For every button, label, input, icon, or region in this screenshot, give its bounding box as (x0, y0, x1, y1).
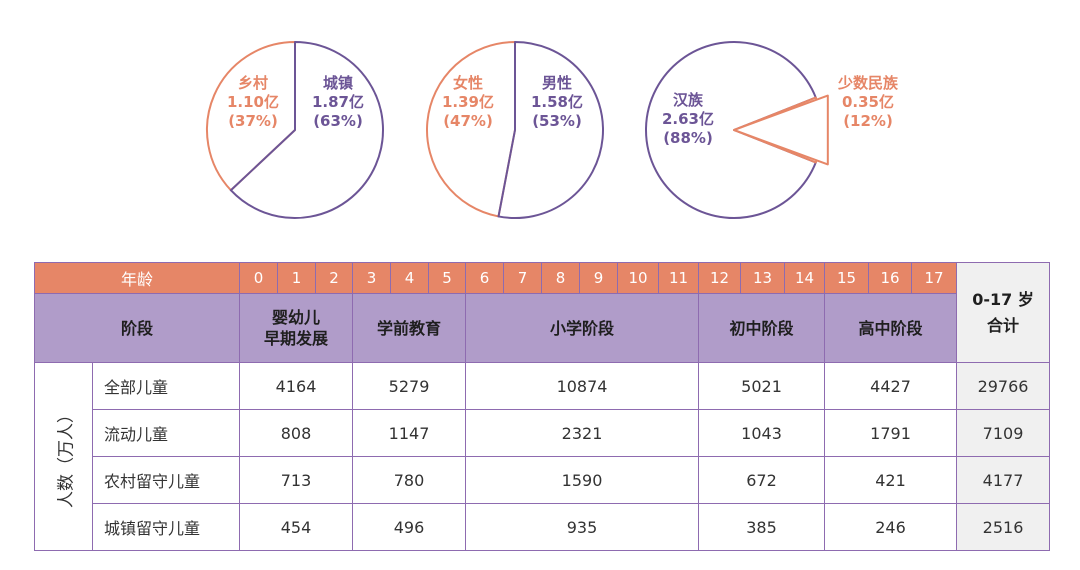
data-cell: 454 (239, 503, 354, 551)
pie-charts: 乡村 1.10亿(37%)城镇 1.87亿(63%)女性 1.39亿(47%)男性 1.… (206, 41, 899, 219)
data-cell: 10874 (465, 362, 700, 410)
pie-slice (497, 41, 604, 219)
age-cell: 11 (658, 262, 700, 294)
stage-label: 阶段 (33, 293, 241, 363)
total-header-text: 0-17 岁 合计 (972, 289, 1034, 335)
data-cell: 935 (465, 503, 700, 551)
row-label: 城镇留守儿童 (91, 503, 241, 551)
slice-label-line: 2.63亿 (662, 110, 714, 128)
slice-label-line: (12%) (843, 112, 893, 130)
stage-cell: 学前教育 (352, 293, 467, 363)
data-cell: 4164 (239, 362, 354, 410)
total-column-header: 0-17 岁 合计 (956, 262, 1051, 363)
slice-label-line: 女性 (453, 74, 483, 92)
table-row: 流动儿童 808 1147 2321 1043 1791 7109 (35, 409, 1051, 457)
age-cell: 2 (315, 262, 354, 294)
age-cell: 8 (541, 262, 581, 294)
slice-label: 少数民族 0.35亿(12%) (837, 74, 899, 130)
data-cell: 1043 (698, 409, 826, 457)
slice-label: 汉族 2.63亿(88%) (662, 91, 714, 147)
data-cell: 5021 (698, 362, 826, 410)
data-cell: 246 (824, 503, 958, 551)
data-cell: 1791 (824, 409, 958, 457)
stage-cell: 婴幼儿 早期发展 (239, 293, 354, 363)
data-cell: 1590 (465, 456, 700, 504)
age-cell: 12 (698, 262, 742, 294)
pie-slice (733, 94, 829, 166)
slice-label-line: (53%) (532, 112, 582, 130)
data-cell: 780 (352, 456, 467, 504)
table-row: 城镇留守儿童 454 496 935 385 246 2516 (35, 503, 1051, 551)
data-cell: 496 (352, 503, 467, 551)
stage-cell: 小学阶段 (465, 293, 700, 363)
data-cell: 713 (239, 456, 354, 504)
age-cell: 4 (390, 262, 430, 294)
table-row: 人数（万人） 全部儿童 4164 5279 10874 5021 4427 29… (34, 362, 1051, 551)
total-cell: 4177 (956, 456, 1051, 504)
data-cell: 4427 (824, 362, 958, 410)
slice-label-line: (63%) (313, 112, 363, 130)
slice-label: 乡村 1.10亿(37%) (227, 74, 279, 130)
slice-label-line: (88%) (663, 129, 713, 147)
age-cell: 14 (784, 262, 826, 294)
age-cell: 7 (503, 262, 543, 294)
table-row: 农村留守儿童 713 780 1590 672 421 4177 (35, 456, 1051, 504)
total-cell: 7109 (956, 409, 1051, 457)
pie-chart: 乡村 1.10亿(37%) 城镇 1.87亿(63%) (206, 41, 384, 219)
pie-slice (426, 41, 516, 218)
total-cell: 29766 (956, 362, 1051, 410)
row-label: 全部儿童 (91, 362, 241, 410)
data-cell: 672 (698, 456, 826, 504)
pie-slice (206, 41, 296, 192)
unit-label: 人数（万人） (56, 405, 76, 508)
age-header-row: 年龄 0 1 2 3 4 5 6 7 8 9 10 11 12 13 14 15… (33, 262, 1051, 363)
age-cell: 13 (740, 262, 786, 294)
slice-label-line: 1.87亿 (312, 93, 364, 111)
slice-label: 城镇 1.87亿(63%) (312, 74, 364, 130)
age-cell: 0 (239, 262, 279, 294)
age-cell: 9 (579, 262, 619, 294)
age-cell: 10 (617, 262, 660, 294)
total-cell: 2516 (956, 503, 1051, 551)
pie-slice (229, 41, 384, 219)
age-cell: 3 (352, 262, 392, 294)
slice-label-line: 汉族 (673, 91, 704, 109)
row-label: 流动儿童 (91, 409, 241, 457)
slice-label-line: 城镇 (323, 74, 353, 92)
age-cell: 16 (868, 262, 913, 294)
slice-label-line: (37%) (228, 112, 278, 130)
data-cell: 1147 (352, 409, 467, 457)
pie-slice (645, 41, 817, 219)
age-label: 年龄 (33, 262, 241, 294)
slice-label-line: (47%) (443, 112, 493, 130)
age-cell: 1 (277, 262, 317, 294)
slice-label-line: 1.39亿 (442, 93, 494, 111)
data-cell: 385 (698, 503, 826, 551)
data-cell: 5279 (352, 362, 467, 410)
row-label: 农村留守儿童 (91, 456, 241, 504)
pie-chart: 女性 1.39亿(47%) 男性 1.58亿(53%) (426, 41, 604, 219)
data-cell: 421 (824, 456, 958, 504)
stage-header-row: 阶段 婴幼儿 早期发展 学前教育 小学阶段 初中阶段 高中阶段 (33, 293, 1050, 363)
age-cell: 17 (911, 262, 958, 294)
slice-label-line: 少数民族 (837, 74, 899, 92)
children-population-table: 年龄 0 1 2 3 4 5 6 7 8 9 10 11 12 13 14 15… (33, 262, 1051, 551)
stage-cell: 高中阶段 (824, 293, 958, 363)
slice-label-line: 乡村 (238, 74, 268, 92)
slice-label-line: 1.10亿 (227, 93, 279, 111)
age-cell: 5 (428, 262, 467, 294)
data-cell: 2321 (465, 409, 700, 457)
slice-label-line: 0.35亿 (842, 93, 894, 111)
unit-label-cell: 人数（万人） (34, 362, 93, 551)
age-cell: 6 (465, 262, 505, 294)
data-cell: 808 (239, 409, 354, 457)
slice-label-line: 1.58亿 (531, 93, 583, 111)
slice-label: 男性 1.58亿(53%) (531, 74, 583, 130)
stage-text: 婴幼儿 早期发展 (264, 308, 329, 348)
stage-cell: 初中阶段 (698, 293, 826, 363)
pie-chart: 汉族 2.63亿(88%) 少数民族 0.35亿(12%) (645, 41, 899, 219)
age-cell: 15 (824, 262, 870, 294)
slice-label-line: 男性 (542, 74, 572, 92)
slice-label: 女性 1.39亿(47%) (442, 74, 494, 130)
